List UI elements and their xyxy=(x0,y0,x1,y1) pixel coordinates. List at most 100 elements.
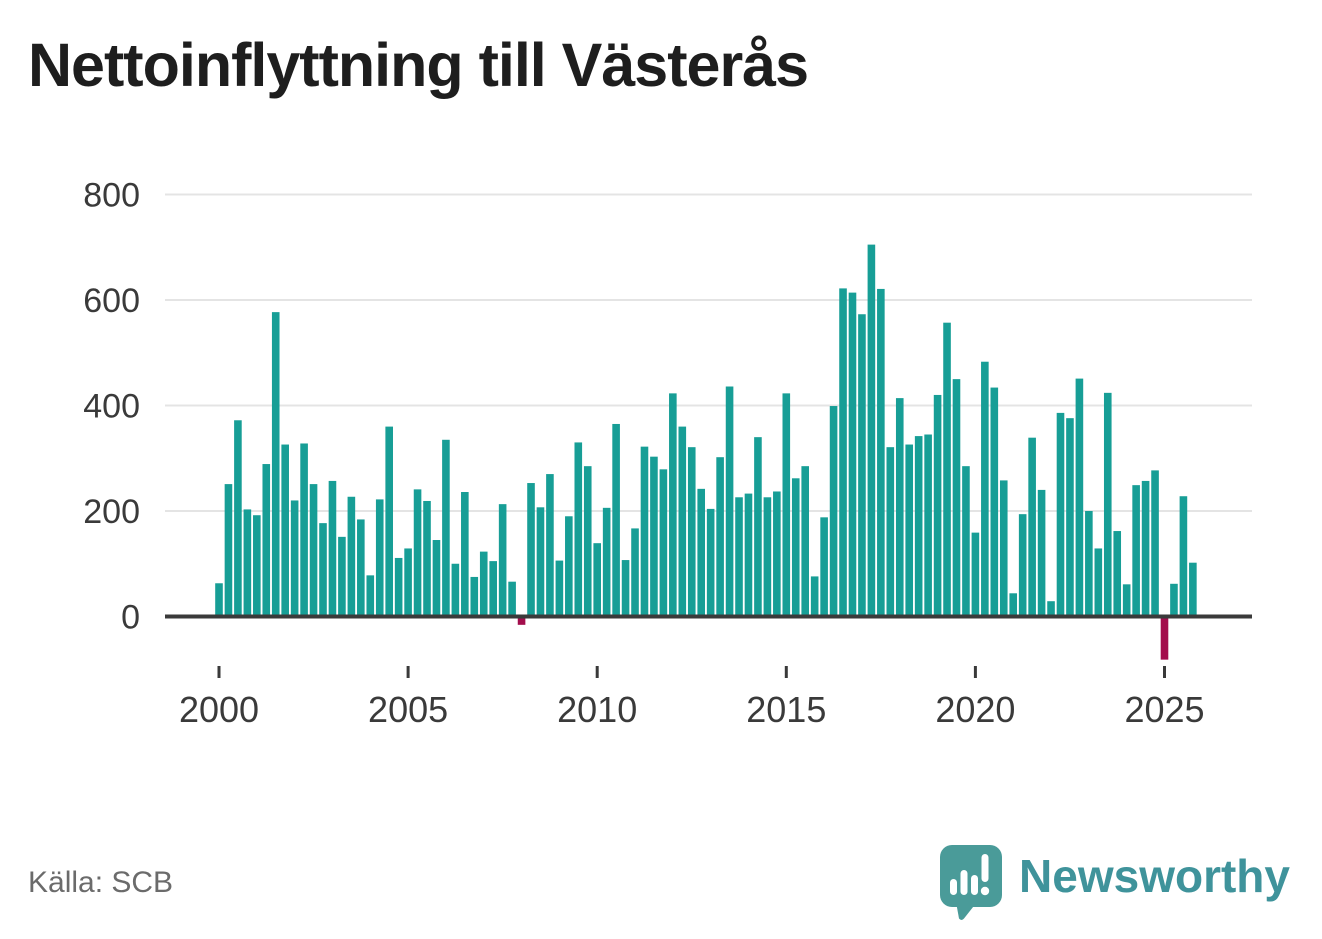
bar-2016-Q2 xyxy=(829,406,838,617)
brand-footer: Newsworthy xyxy=(937,842,1290,922)
bar-2000-Q2 xyxy=(224,484,233,617)
bar-2003-Q4 xyxy=(357,519,365,617)
bar-2004-Q2 xyxy=(375,499,384,617)
bar-2025-Q3 xyxy=(1179,496,1188,617)
bar-2020-Q2 xyxy=(981,361,989,617)
bar-2015-Q4 xyxy=(810,576,819,617)
bar-2006-Q2 xyxy=(451,563,460,617)
bar-2015-Q1 xyxy=(782,393,791,617)
bar-2023-Q2 xyxy=(1094,548,1103,617)
bar-2011-Q4 xyxy=(659,469,668,617)
bar-2002-Q2 xyxy=(300,443,308,617)
bar-2013-Q1 xyxy=(706,508,715,617)
bar-2016-Q4 xyxy=(848,292,857,617)
bar-2002-Q1 xyxy=(290,500,299,617)
bar-2018-Q2 xyxy=(905,444,914,617)
bar-2015-Q3 xyxy=(801,466,810,617)
bar-2003-Q2 xyxy=(338,536,346,617)
bar-2009-Q2 xyxy=(565,516,573,617)
bar-2009-Q1 xyxy=(555,560,564,617)
bar-2011-Q1 xyxy=(631,528,639,617)
bar-2023-Q4 xyxy=(1113,531,1122,617)
y-axis-label-200: 200 xyxy=(83,493,140,531)
bar-2009-Q4 xyxy=(583,466,592,617)
bar-2010-Q2 xyxy=(602,507,611,617)
bar-2000-Q1 xyxy=(215,583,223,617)
bar-2005-Q1 xyxy=(404,548,412,617)
bar-2006-Q1 xyxy=(442,439,450,617)
bar-2025-Q2 xyxy=(1170,583,1178,617)
page-title: Nettoinflyttning till Västerås xyxy=(28,31,809,99)
bar-2003-Q1 xyxy=(328,480,337,617)
y-axis-label-600: 600 xyxy=(83,282,140,320)
bar-2024-Q4 xyxy=(1151,470,1159,617)
bar-2018-Q4 xyxy=(924,434,932,617)
bar-2017-Q1 xyxy=(858,314,866,617)
bar-2001-Q3 xyxy=(271,312,280,617)
bar-2014-Q2 xyxy=(754,437,762,617)
bar-2008-Q4 xyxy=(546,474,554,617)
bar-2005-Q2 xyxy=(413,489,422,617)
bar-2017-Q2 xyxy=(867,244,876,617)
logo-bar-3 xyxy=(971,875,979,895)
bar-2012-Q2 xyxy=(678,426,687,617)
bar-2024-Q1 xyxy=(1122,584,1131,617)
bar-2000-Q3 xyxy=(234,420,242,617)
bar-2020-Q1 xyxy=(971,532,980,617)
bar-2011-Q3 xyxy=(650,456,658,617)
bar-2012-Q3 xyxy=(687,447,696,617)
bar-2021-Q3 xyxy=(1028,437,1036,617)
bar-2009-Q3 xyxy=(574,442,583,617)
bar-2004-Q1 xyxy=(366,575,375,617)
bar-2013-Q4 xyxy=(735,497,743,617)
logo-bar-2 xyxy=(960,870,968,895)
bar-2000-Q4 xyxy=(243,509,252,617)
bar-2010-Q3 xyxy=(612,423,620,617)
bar-2006-Q4 xyxy=(470,576,479,617)
bar-2005-Q4 xyxy=(432,540,441,617)
bar-2010-Q1 xyxy=(593,543,601,617)
y-axis-label-0: 0 xyxy=(121,599,140,637)
bar-2022-Q3 xyxy=(1066,418,1074,617)
bar-2021-Q4 xyxy=(1037,489,1046,617)
x-axis-label-2020: 2020 xyxy=(935,689,1015,730)
bar-2013-Q2 xyxy=(716,457,724,617)
bar-2018-Q1 xyxy=(895,398,904,617)
bar-2008-Q3 xyxy=(536,507,545,617)
logo-exclamation-dot xyxy=(980,886,990,896)
source-note: Källa: SCB xyxy=(28,866,174,899)
bar-2015-Q2 xyxy=(791,478,800,617)
bar-2019-Q1 xyxy=(933,394,942,617)
bar-2001-Q2 xyxy=(262,464,271,617)
x-axis-label-2015: 2015 xyxy=(746,689,826,730)
bar-2012-Q4 xyxy=(697,488,706,617)
bar-2007-Q2 xyxy=(489,561,497,617)
bar-2008-Q2 xyxy=(527,483,535,617)
brand-name: Newsworthy xyxy=(1019,850,1290,902)
x-axis-label-2025: 2025 xyxy=(1124,689,1204,730)
bar-2016-Q1 xyxy=(820,517,828,617)
bar-2014-Q1 xyxy=(744,493,753,617)
bar-2019-Q2 xyxy=(943,322,951,617)
newsworthy-logo-icon xyxy=(940,845,1003,920)
bar-2021-Q2 xyxy=(1018,514,1027,617)
bar-2007-Q4 xyxy=(508,581,516,617)
y-axis-label-400: 400 xyxy=(83,388,140,426)
logo-bar-1 xyxy=(950,879,958,895)
bar-2016-Q3 xyxy=(839,288,847,617)
bar-2022-Q4 xyxy=(1075,378,1084,617)
bar-2008-Q1 xyxy=(517,618,526,625)
bar-2024-Q2 xyxy=(1132,485,1140,617)
bar-2005-Q3 xyxy=(423,500,431,617)
bar-2007-Q3 xyxy=(498,504,507,617)
bar-2014-Q4 xyxy=(773,491,781,617)
bar-2010-Q4 xyxy=(621,560,630,617)
bar-2024-Q3 xyxy=(1141,480,1150,617)
bar-2002-Q4 xyxy=(319,523,327,617)
bar-2019-Q3 xyxy=(952,379,961,617)
bar-2004-Q4 xyxy=(394,557,403,617)
bar-2011-Q2 xyxy=(640,446,649,617)
bar-2003-Q3 xyxy=(347,496,356,617)
bar-2014-Q3 xyxy=(763,497,772,617)
bar-2002-Q3 xyxy=(309,484,318,617)
